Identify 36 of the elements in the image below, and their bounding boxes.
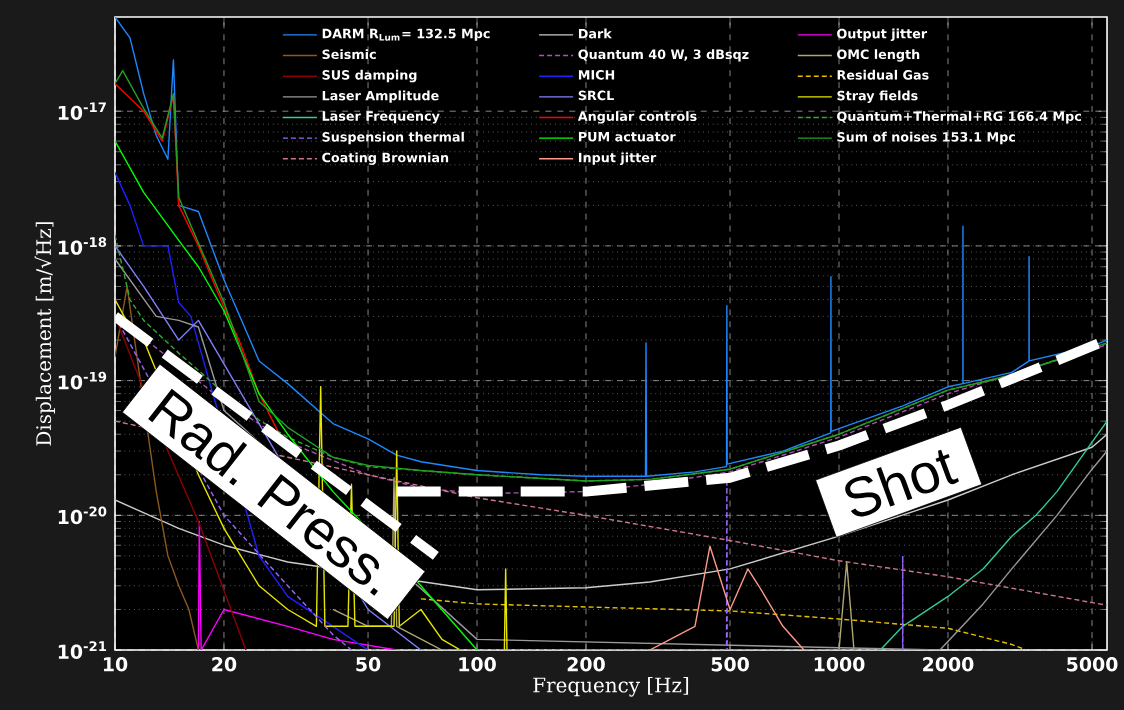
x-axis-title: Frequency [Hz] xyxy=(533,677,689,697)
legend-label: Laser Amplitude xyxy=(322,90,439,103)
legend-label: Quantum 40 W, 3 dBsqz xyxy=(578,49,749,62)
x-tick-label: 2000 xyxy=(923,657,974,672)
legend-label: Residual Gas xyxy=(837,69,929,80)
legend-label: Laser Frequency xyxy=(322,111,440,124)
legend-label: Suspension thermal xyxy=(322,131,464,145)
y-axis-title: Displacement [m/√Hz] xyxy=(34,222,56,446)
legend-label: OMC length xyxy=(837,49,920,62)
legend-label: Angular controls xyxy=(577,111,697,124)
legend-label: SUS damping xyxy=(322,69,417,83)
legend-label: Stray fields xyxy=(837,90,918,103)
y-tick-label: 10$^{-19}$ xyxy=(58,371,107,390)
legend-label: MICH xyxy=(578,69,615,80)
y-tick-label: 10$^{-20}$ xyxy=(58,506,107,525)
x-tick-label: 50 xyxy=(356,657,381,672)
legend-label: Dark xyxy=(578,28,612,39)
x-tick-label: 20 xyxy=(212,657,237,672)
legend-label: PUM actuator xyxy=(578,132,676,142)
x-tick-label: 100 xyxy=(459,657,496,672)
y-tick-label: 10$^{-17}$ xyxy=(58,102,106,120)
x-tick-label: 500 xyxy=(711,657,749,672)
y-tick-label: 10$^{-18}$ xyxy=(58,237,107,255)
x-tick-label: 5000 xyxy=(1067,657,1118,672)
legend-label: Seismic xyxy=(322,49,376,60)
legend-label: Coating Brownian xyxy=(322,152,449,165)
x-tick-label: 10 xyxy=(103,657,128,672)
annotation: Shot xyxy=(845,449,959,517)
x-tick-label: 200 xyxy=(567,657,605,672)
legend-label: Output jitter xyxy=(837,28,928,42)
legend-label: SRCL xyxy=(578,90,614,101)
x-tick-label: 1000 xyxy=(814,657,865,672)
legend-label: Quantum+Thermal+RG 166.4 Mpc xyxy=(837,111,1081,124)
legend-label: DARM R$_{Lum}$= 132.5 Mpc xyxy=(322,28,490,41)
legend-label: Sum of noises 153.1 Mpc xyxy=(837,131,1016,145)
legend-label: Input jitter xyxy=(578,152,657,165)
